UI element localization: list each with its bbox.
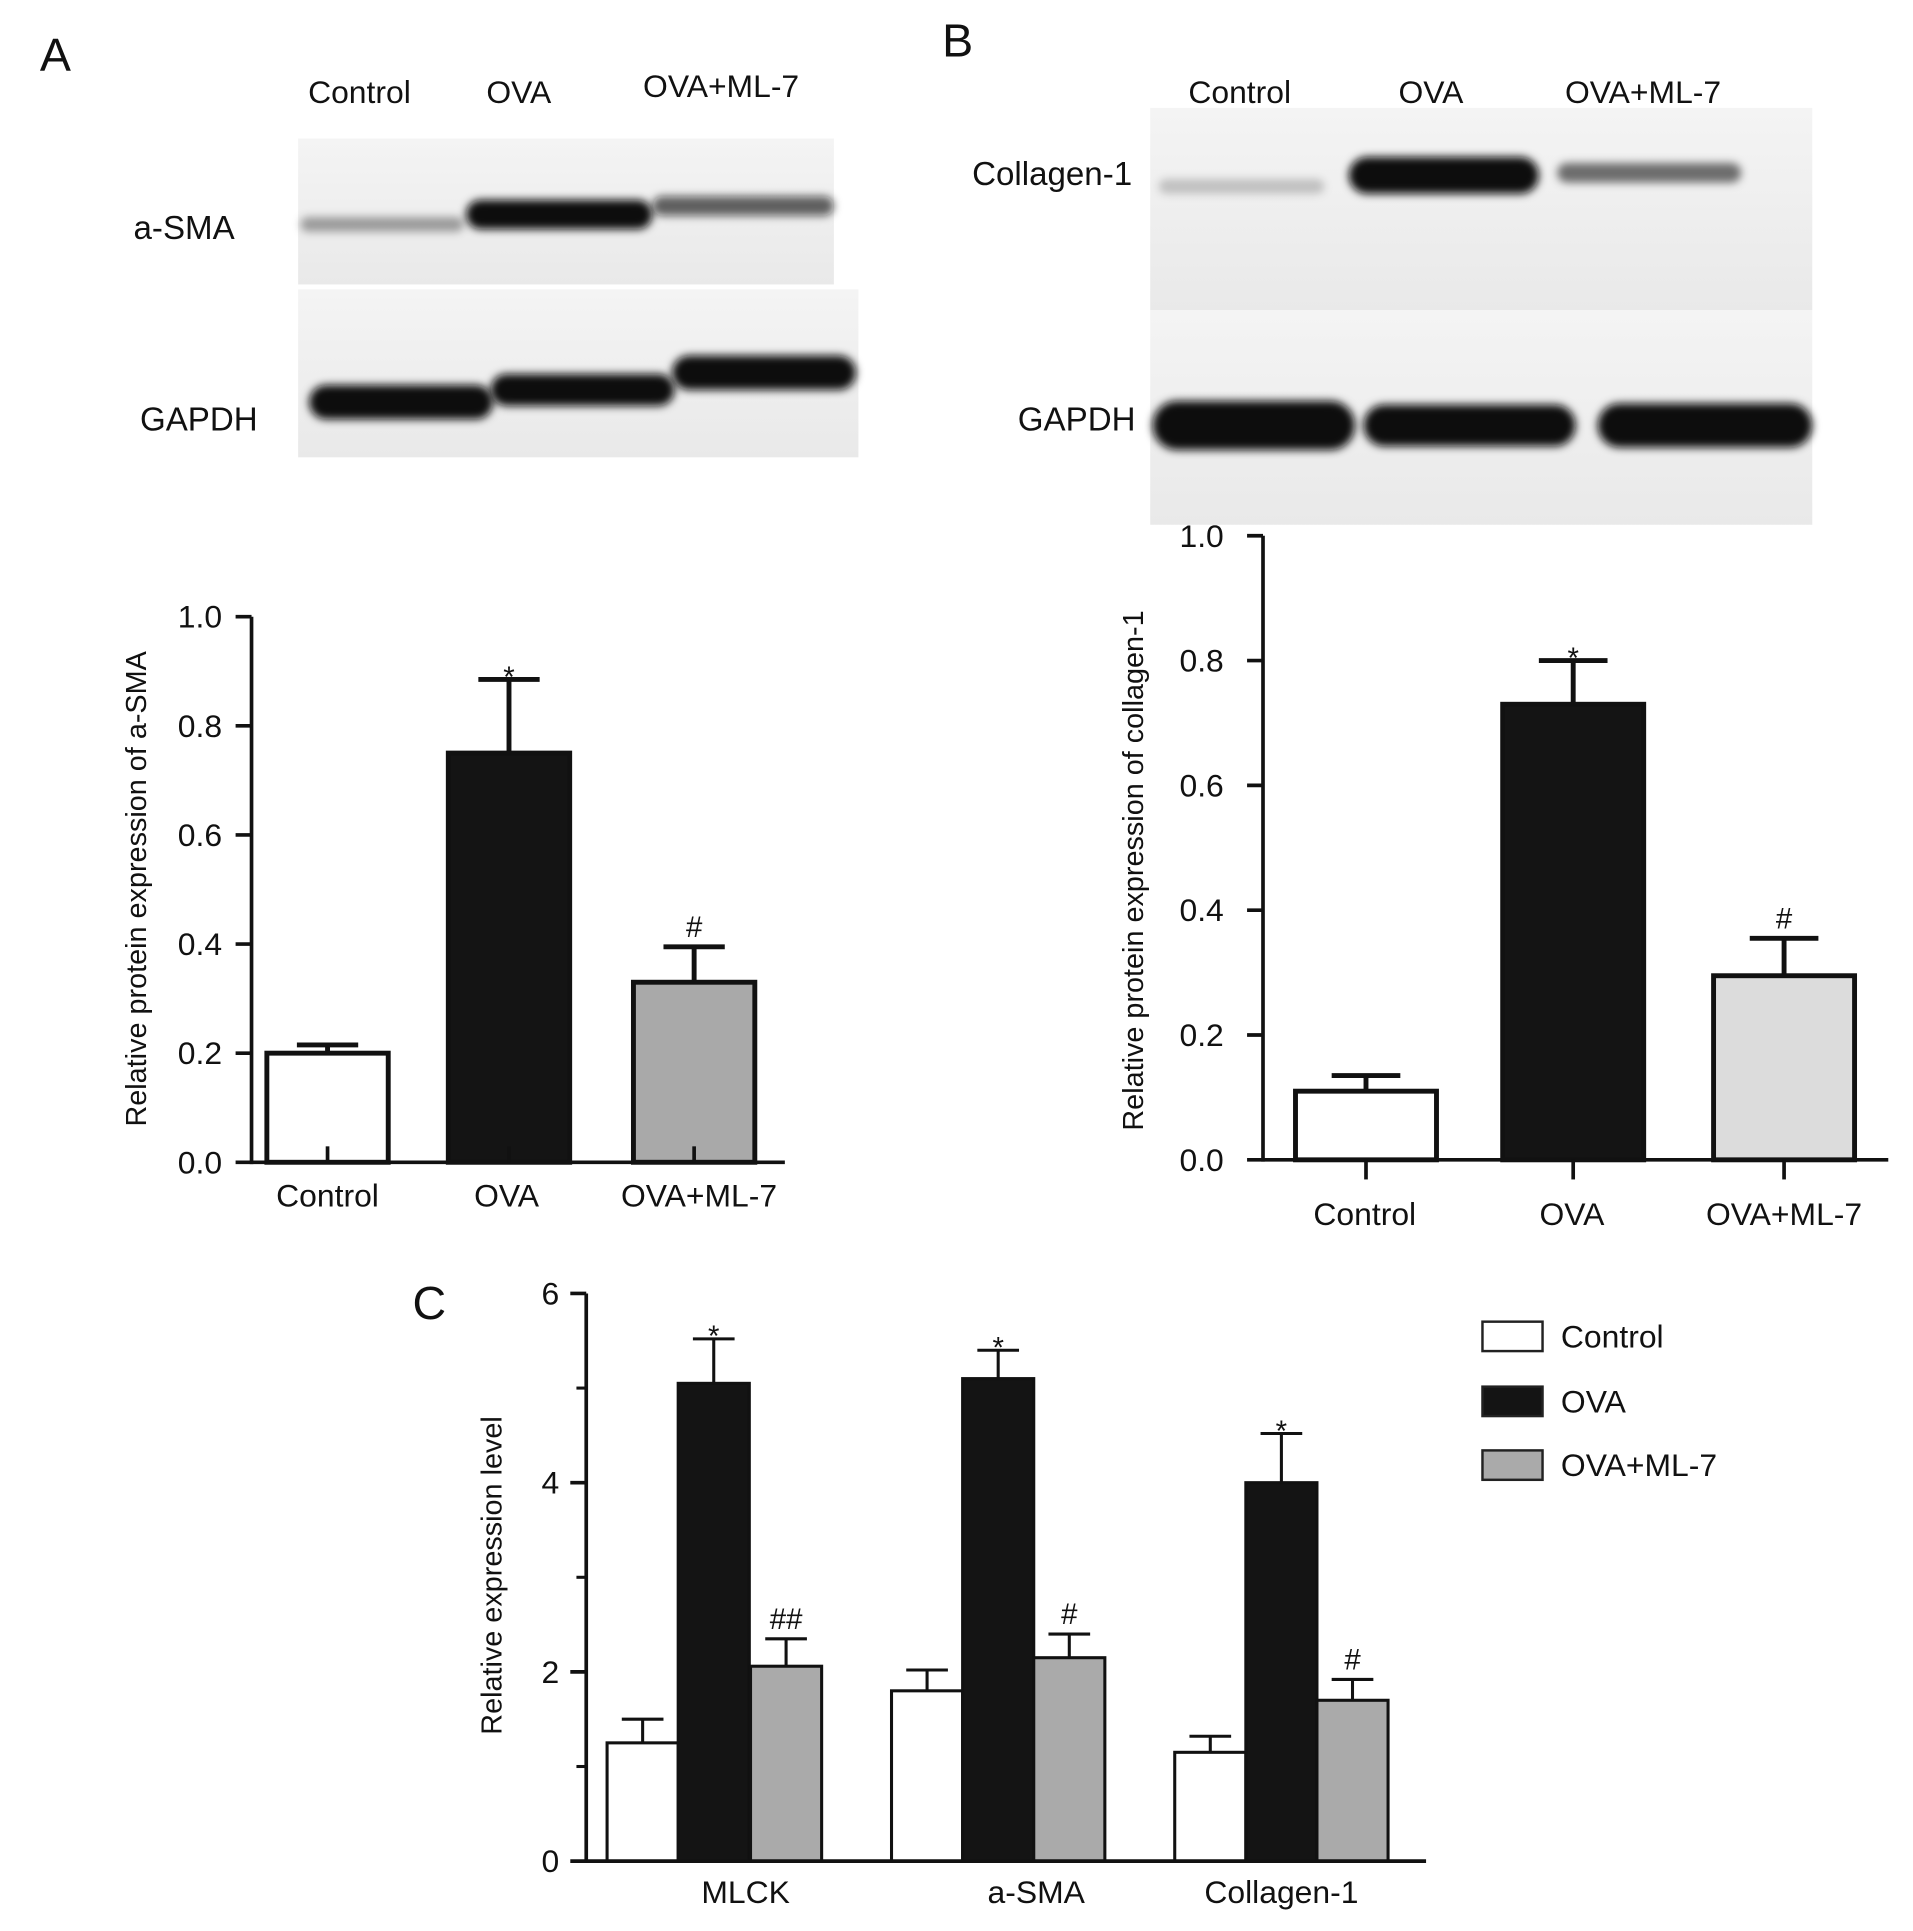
chart-a-bar-ova [445,750,573,1165]
chart-a-x-tick-label-ova: OVA [474,1177,540,1213]
chart-b-y-tick-label: 0.4 [1179,892,1223,928]
chart-c-x-tick-label-a-sma: a-SMA [988,1874,1086,1910]
blot-row-label-gapdh: GAPDH [140,401,258,438]
chart-c-bar-collagen-1-ova-ml-7 [1315,1698,1390,1863]
band-a-sma-control [300,217,464,232]
chart-c-y-axis-label: Relative expression level [477,1416,509,1735]
chart-a-y-tick-label: 1.0 [178,599,222,635]
panel-label-a: A [40,29,71,81]
lane-label-control: Control [1188,74,1291,110]
chart-c-annotation-collagen-1-ova: * [1276,1415,1287,1448]
chart-c-annotation-a-sma-ova-ml-7: # [1061,1598,1078,1631]
chart-c-legend-label-ova: OVA [1561,1383,1627,1419]
western-blot-b: Collagen-1 GAPDH Control OVA OVA+ML-7 [972,74,1813,525]
chart-c-y-tick-label: 6 [542,1275,560,1311]
chart-b-x-tick-label-ova: OVA [1540,1196,1606,1232]
western-blot-a: a-SMA GAPDH Control OVA OVA+ML-7 [134,68,859,458]
chart-a-bar-ova-ml-7 [630,979,758,1165]
chart-a: * #0.0 0.2 0.4 0.6 0.8 1.0 Control OVA OVA+ML-7 Re… [121,599,785,1213]
panel-label-c: C [412,1277,446,1329]
band-collagen-1-ova [1348,156,1539,194]
chart-c-x-tick-label-collagen-1: Collagen-1 [1204,1874,1358,1910]
blot-membrane-collagen-1 [1150,107,1813,311]
blot-row-label-gapdh: GAPDH [1018,401,1136,438]
chart-a-y-tick-label: 0.0 [178,1144,222,1180]
band-gapdh-control [309,384,494,420]
chart-c-bar-a-sma-ova [961,1377,1036,1863]
figure-content: a-SMA GAPDH Control OVA OVA+ML-7 Collagen-1 GA… [121,68,1889,1910]
chart-b: * #0.0 0.2 0.4 0.6 0.8 1.0 Control OVA OVA+ML-7 Re… [1118,518,1889,1232]
chart-c-bar-a-sma-ova-ml-7 [1032,1656,1107,1863]
chart-b-annotation-ova: * [1567,642,1578,675]
chart-a-y-tick-label: 0.4 [178,926,222,962]
chart-c-bar-mlck-ova-ml-7 [748,1664,824,1863]
band-gapdh-ova-ml-7 [672,355,856,390]
chart-b-annotation-ova-ml-7: # [1776,902,1793,935]
chart-b-y-tick-label: 0.6 [1179,767,1223,803]
lane-label-ova: OVA [1399,74,1465,110]
chart-a-annotation-ova-ml-7: # [686,911,703,944]
chart-c-y-tick-label: 2 [542,1654,560,1690]
chart-b-y-tick-label: 0.2 [1179,1017,1223,1053]
chart-c-annotation-a-sma-ova: * [992,1332,1003,1365]
band-collagen-1-control [1158,179,1325,194]
chart-c-y-tick-label: 0 [542,1843,560,1879]
chart-c-annotation-mlck-ova-ml-7: ## [770,1603,803,1636]
chart-c-annotation-collagen-1-ova-ml-7: # [1344,1644,1361,1677]
band-gapdh-ova [490,373,675,406]
chart-c-legend-swatch-ova-ml-7 [1481,1449,1544,1482]
chart-c-x-tick-label-mlck: MLCK [701,1874,790,1910]
lane-label-control: Control [308,74,411,110]
chart-b-y-axis-label: Relative protein expression of collagen-… [1118,610,1150,1130]
chart-b-bar-ova-ml-7 [1711,973,1858,1163]
chart-b-y-tick-label: 0.8 [1179,643,1223,679]
blot-row-label-collagen-1: Collagen-1 [972,156,1132,193]
chart-c-annotation-mlck-ova: * [708,1320,719,1353]
chart-c-y-tick-label: 4 [542,1465,560,1501]
chart-c-bar-mlck-ova [676,1381,751,1863]
chart-a-x-tick-label-ova-ml-7: OVA+ML-7 [621,1177,777,1213]
chart-a-x-tick-label-control: Control [276,1177,379,1213]
band-gapdh-ova-ml-7 [1597,403,1813,448]
chart-c-legend-swatch-ova [1481,1385,1544,1418]
panel-label-b: B [942,14,973,66]
chart-c-bar-collagen-1-control [1173,1750,1248,1863]
chart-c-bar-collagen-1-ova [1244,1481,1319,1863]
chart-a-y-axis-label: Relative protein expression of a-SMA [121,650,153,1126]
band-a-sma-ova-ml-7 [652,196,834,216]
band-collagen-1-ova-ml-7 [1557,163,1742,183]
chart-a-y-tick-label: 0.2 [178,1035,222,1071]
chart-a-bar-control [264,1050,391,1165]
band-a-sma-ova [466,199,653,230]
lane-label-ova-ml-7: OVA+ML-7 [1565,74,1721,110]
lane-label-ova: OVA [486,74,552,110]
chart-b-x-tick-label-control: Control [1313,1196,1416,1232]
chart-c-legend: Control OVA OVA+ML-7 [1481,1318,1717,1483]
chart-c-legend-label-ova-ml-7: OVA+ML-7 [1561,1447,1717,1483]
chart-b-bar-control [1293,1088,1439,1163]
chart-a-annotation-ova: * [503,661,514,694]
band-gapdh-ova [1363,404,1576,447]
chart-c-legend-label-control: Control [1561,1318,1664,1354]
chart-c-bar-mlck-control [605,1741,680,1863]
chart-b-bar-ova [1500,701,1647,1163]
chart-c-bar-a-sma-control [889,1689,965,1863]
chart-c-legend-swatch-control [1481,1320,1544,1353]
band-gapdh-control [1152,400,1355,450]
chart-b-y-tick-label: 1.0 [1179,518,1223,554]
lane-label-ova-ml-7: OVA+ML-7 [643,68,799,104]
chart-b-x-tick-label-ova-ml-7: OVA+ML-7 [1706,1196,1862,1232]
blot-row-label-a-sma: a-SMA [134,210,236,247]
chart-a-y-tick-label: 0.6 [178,817,222,853]
chart-b-y-tick-label: 0.0 [1179,1142,1223,1178]
chart-a-y-tick-label: 0.8 [178,708,222,744]
